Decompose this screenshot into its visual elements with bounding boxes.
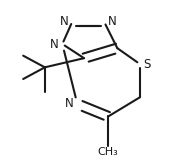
Text: N: N xyxy=(60,15,69,28)
Text: CH₃: CH₃ xyxy=(98,147,119,157)
Text: S: S xyxy=(143,57,151,71)
Text: N: N xyxy=(108,15,116,28)
Text: N: N xyxy=(65,97,74,111)
Text: N: N xyxy=(50,37,59,51)
